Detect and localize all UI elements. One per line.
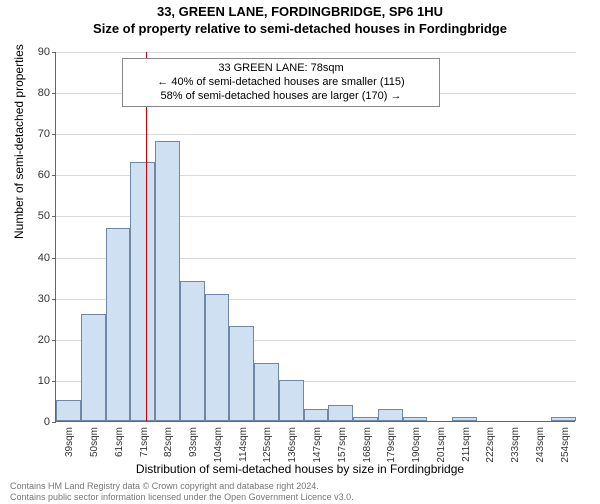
y-tick-label: 20 <box>25 334 50 346</box>
y-tick-label: 10 <box>25 375 50 387</box>
y-tick-mark <box>52 216 56 217</box>
chart-area: 010203040506070809039sqm50sqm61sqm71sqm8… <box>55 52 575 422</box>
x-tick-label: 93sqm <box>188 427 199 457</box>
y-tick-label: 50 <box>25 210 50 222</box>
y-tick-mark <box>52 299 56 300</box>
histogram-bar <box>403 417 428 421</box>
x-tick-label: 233sqm <box>510 427 521 463</box>
x-tick-label: 104sqm <box>213 427 224 463</box>
y-axis-label: Number of semi-detached properties <box>12 44 26 239</box>
histogram-bar <box>353 417 378 421</box>
y-tick-mark <box>52 258 56 259</box>
histogram-bar <box>155 141 180 421</box>
x-tick-label: 147sqm <box>312 427 323 463</box>
annotation-line2: ← 40% of semi-detached houses are smalle… <box>131 76 431 90</box>
histogram-bar <box>205 294 230 421</box>
x-tick-label: 114sqm <box>238 427 249 462</box>
marker-line <box>146 52 147 421</box>
x-tick-label: 71sqm <box>139 427 150 457</box>
y-tick-label: 0 <box>25 416 50 428</box>
histogram-bar <box>130 162 155 421</box>
y-gridline <box>56 134 576 135</box>
footer-line2: Contains public sector information licen… <box>10 492 354 502</box>
y-tick-label: 40 <box>25 252 50 264</box>
histogram-bar <box>106 228 131 421</box>
x-tick-label: 190sqm <box>411 427 422 463</box>
x-tick-label: 222sqm <box>485 427 496 463</box>
x-tick-label: 50sqm <box>89 427 100 457</box>
histogram-bar <box>304 409 329 421</box>
y-tick-mark <box>52 175 56 176</box>
annotation-line1: 33 GREEN LANE: 78sqm <box>131 62 431 76</box>
x-tick-label: 168sqm <box>362 427 373 463</box>
histogram-bar <box>81 314 106 421</box>
y-tick-label: 60 <box>25 169 50 181</box>
y-tick-mark <box>52 340 56 341</box>
x-tick-label: 179sqm <box>386 427 397 463</box>
x-tick-label: 157sqm <box>337 427 348 463</box>
footer-attribution: Contains HM Land Registry data © Crown c… <box>10 481 354 502</box>
x-tick-label: 211sqm <box>461 427 472 462</box>
chart-title-line1: 33, GREEN LANE, FORDINGBRIDGE, SP6 1HU <box>0 4 600 19</box>
y-tick-label: 30 <box>25 293 50 305</box>
histogram-bar <box>551 417 576 421</box>
histogram-bar <box>279 380 304 421</box>
chart-title-line2: Size of property relative to semi-detach… <box>0 21 600 36</box>
y-tick-mark <box>52 422 56 423</box>
y-tick-label: 70 <box>25 128 50 140</box>
histogram-bar <box>229 326 254 421</box>
x-tick-label: 201sqm <box>436 427 447 463</box>
x-tick-label: 61sqm <box>114 427 125 457</box>
y-tick-label: 90 <box>25 46 50 58</box>
x-tick-label: 243sqm <box>535 427 546 463</box>
histogram-bar <box>378 409 403 421</box>
y-tick-mark <box>52 52 56 53</box>
annotation-line3: 58% of semi-detached houses are larger (… <box>131 90 431 104</box>
footer-line1: Contains HM Land Registry data © Crown c… <box>10 481 354 491</box>
x-axis-label: Distribution of semi-detached houses by … <box>0 462 600 476</box>
x-tick-label: 254sqm <box>560 427 571 463</box>
histogram-bar <box>180 281 205 421</box>
histogram-bar <box>452 417 477 421</box>
x-tick-label: 136sqm <box>287 427 298 463</box>
y-gridline <box>56 52 576 53</box>
x-tick-label: 39sqm <box>64 427 75 457</box>
histogram-bar <box>56 400 81 421</box>
y-tick-mark <box>52 134 56 135</box>
y-tick-label: 80 <box>25 87 50 99</box>
histogram-bar <box>254 363 279 421</box>
histogram-bar <box>328 405 353 421</box>
annotation-box: 33 GREEN LANE: 78sqm← 40% of semi-detach… <box>122 58 440 107</box>
plot-area: 010203040506070809039sqm50sqm61sqm71sqm8… <box>55 52 575 422</box>
y-tick-mark <box>52 381 56 382</box>
x-tick-label: 82sqm <box>163 427 174 457</box>
y-tick-mark <box>52 93 56 94</box>
x-tick-label: 125sqm <box>262 427 273 463</box>
